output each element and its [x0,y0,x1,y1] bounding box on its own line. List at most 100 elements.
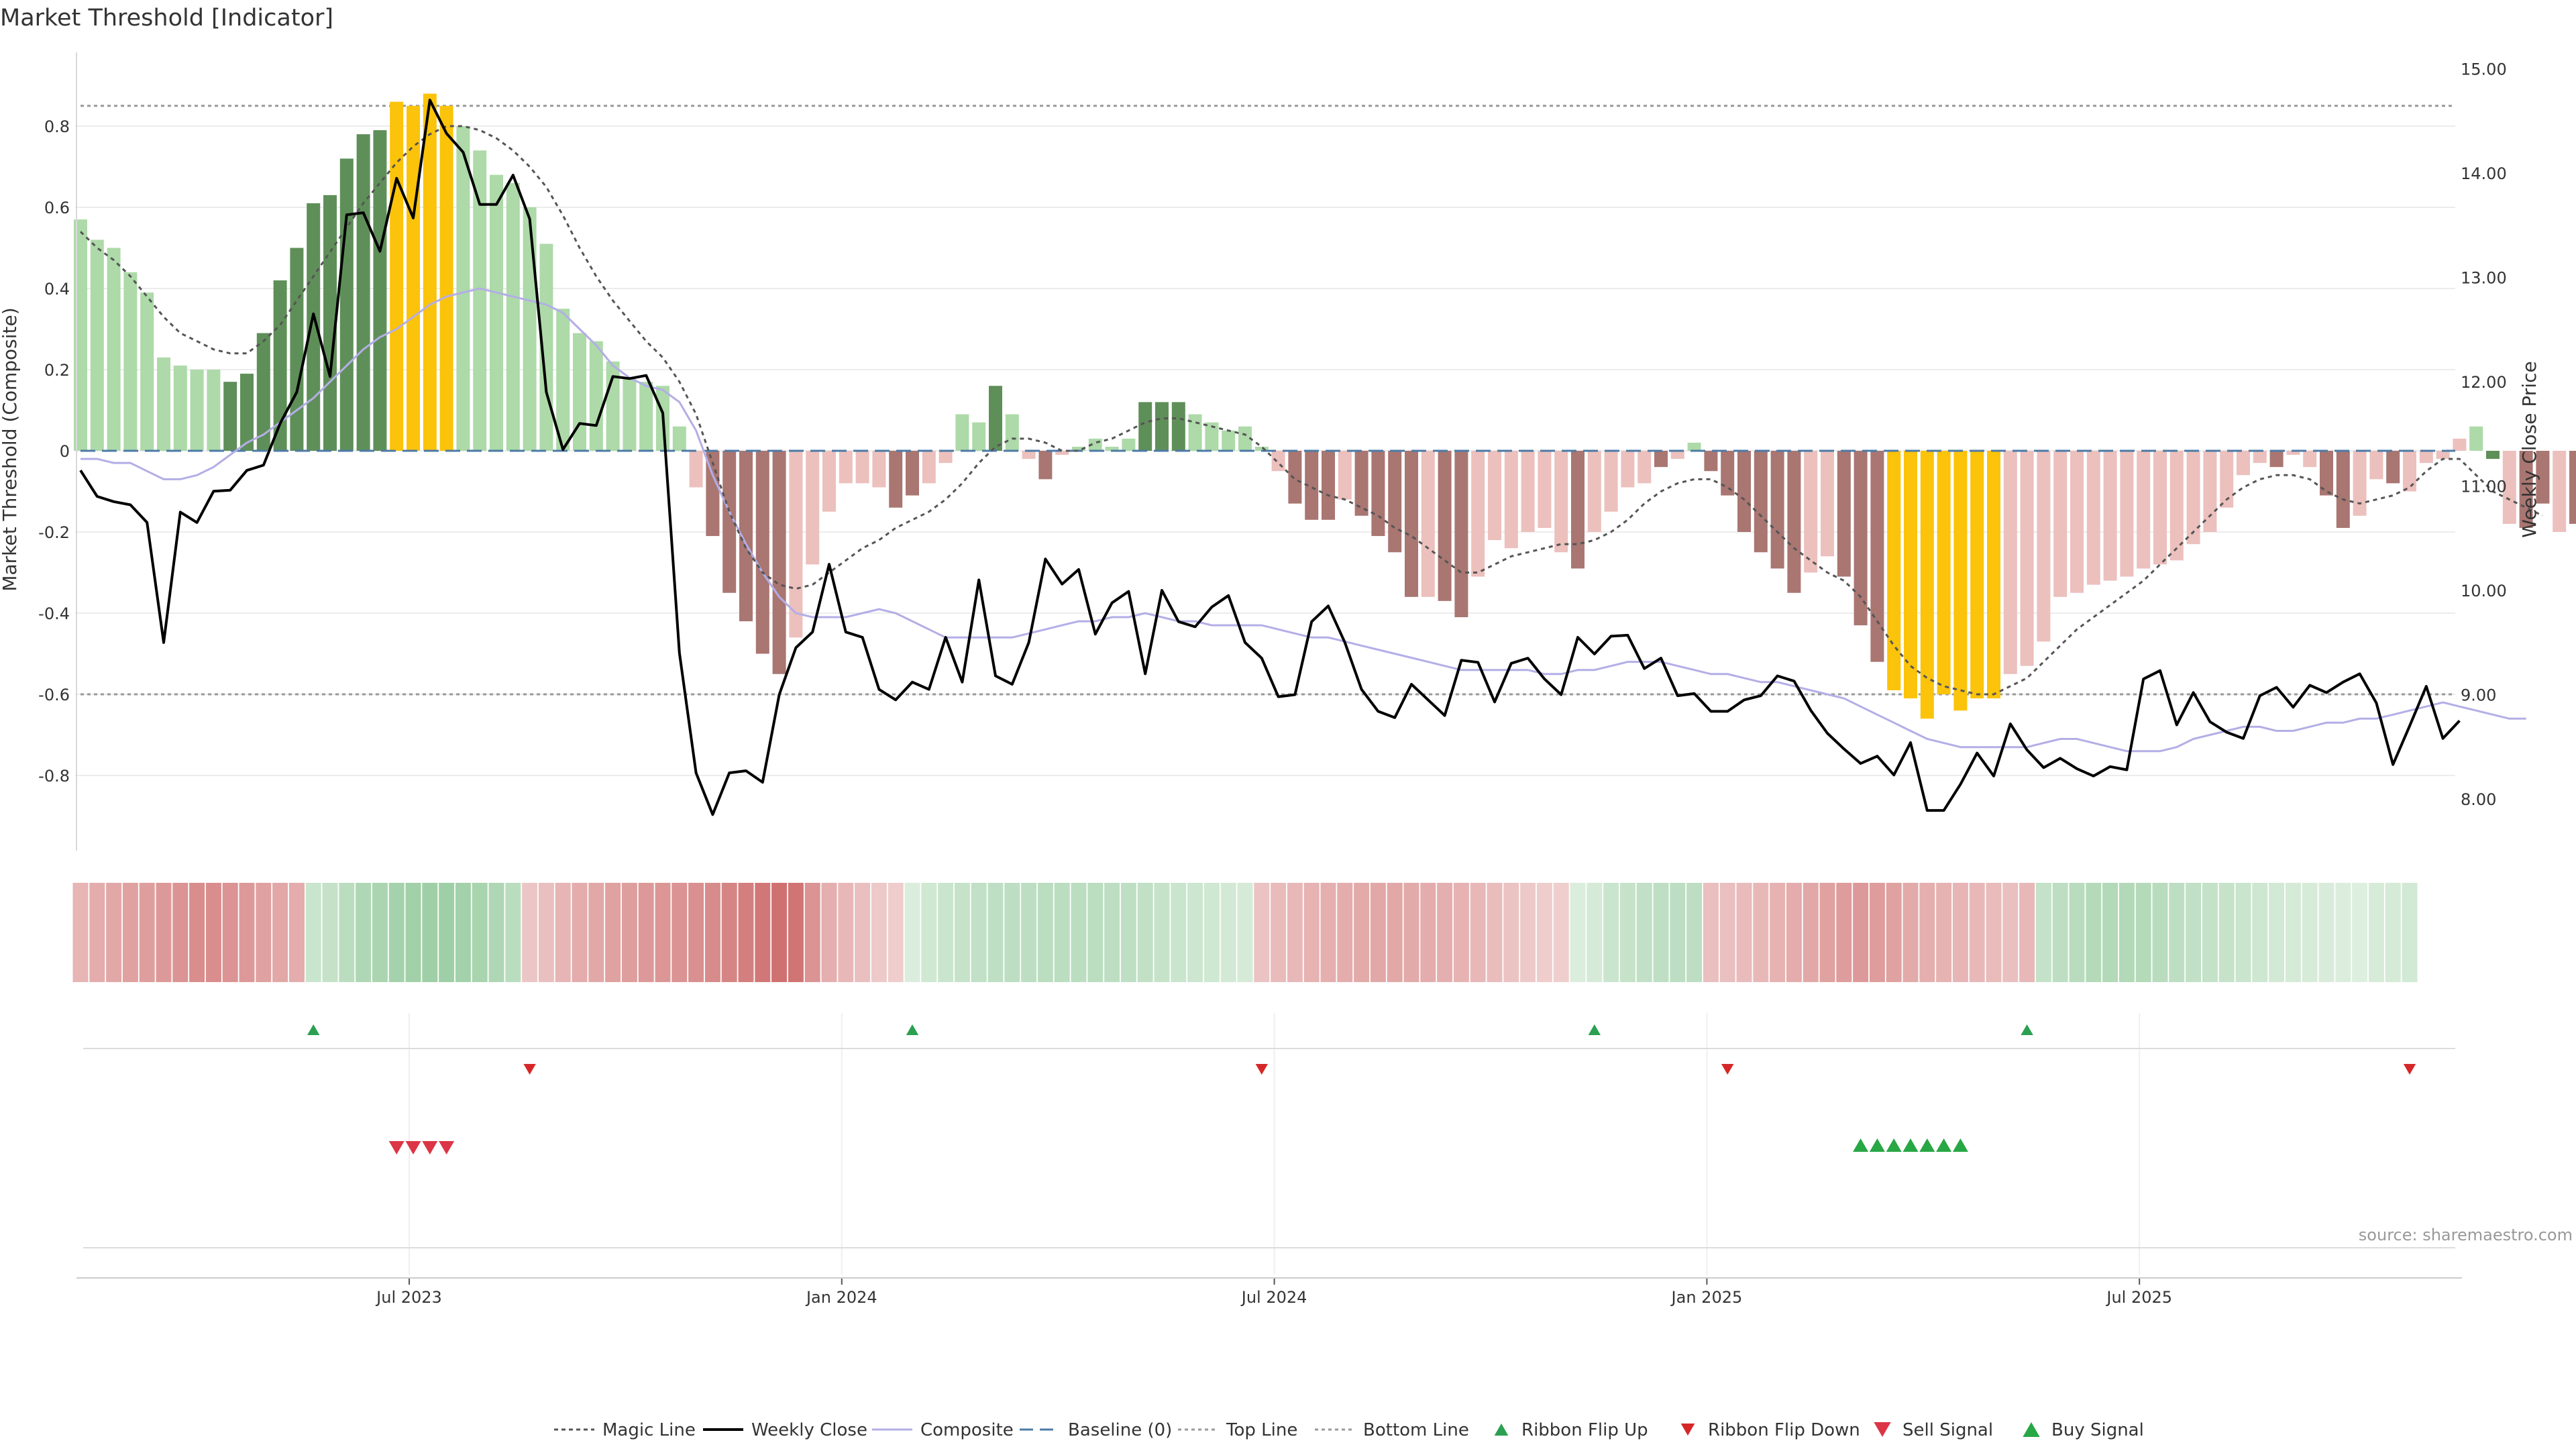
y2-tick-label: 10.00 [2461,582,2507,600]
buy-signal-marker [1869,1138,1885,1152]
composite-bar [1271,451,1285,472]
buy-signal-marker [1902,1138,1919,1152]
composite-bar [589,341,603,451]
x-tick-label: Jul 2023 [375,1288,442,1307]
ribbon-cell [1619,883,1635,982]
series-lines [79,99,2544,816]
ribbon-cell [1303,883,1320,982]
ribbon-cell [688,883,704,982]
ribbon-cell [555,883,571,982]
composite-bar [273,280,287,451]
ribbon-flip-down-marker [1721,1064,1734,1075]
composite-bar [1038,451,1053,480]
ribbon-cell [1420,883,1436,982]
composite-bar [839,451,853,484]
ribbon-cell [1137,883,1153,982]
composite-bar [2003,451,2017,674]
composite-bar [1055,451,1069,455]
composite-bar [755,451,769,654]
composite-bar [1205,422,1219,451]
composite-bar [1288,451,1302,504]
ribbon-cell [1719,883,1735,982]
sell-signal-marker [405,1141,421,1155]
ribbon-cell [322,883,338,982]
legend-label: Top Line [1226,1420,1297,1440]
ribbon-cell [1653,883,1669,982]
legend-triangle-up-icon [1494,1424,1509,1436]
ribbon-cell [2035,883,2051,982]
ribbon-cell [106,883,122,982]
composite-bar [1138,402,1152,451]
ribbon-cell [888,883,904,982]
y2-tick-label: 8.00 [2461,790,2496,809]
ribbon-cell [239,883,255,982]
composite-bar [2453,438,2467,451]
ribbon-cell [305,883,321,982]
ribbon-cell [1237,883,1253,982]
y2-tick-label: 14.00 [2461,164,2507,183]
ribbon-cell [2102,883,2118,982]
ribbon-cell [2402,883,2418,982]
composite-bar [1454,451,1468,618]
ribbon-cell [1104,883,1120,982]
buy-signal-marker [1853,1138,1869,1152]
composite-bar [2286,451,2300,455]
ribbon-cell [1786,883,1802,982]
ribbon-cell [755,883,771,982]
ribbon-cell [655,883,671,982]
composite-bar [1504,451,1518,549]
ribbon-cell [1736,883,1752,982]
composite-bar [722,451,737,593]
y2-tick-label: 11.00 [2461,478,2507,496]
composite-bar [989,386,1002,451]
ribbon-cell [1004,883,1020,982]
composite-bar [623,378,637,451]
composite-bar [1488,451,1501,541]
composite-bar [2469,426,2483,451]
ribbon-cell [871,883,887,982]
ribbon-cell [987,883,1004,982]
composite-bar [573,333,586,451]
composite-bar [556,309,570,451]
ribbon-cell [2252,883,2268,982]
magic-line [79,125,2544,696]
composite-bar [1471,451,1485,577]
composite-bar [1670,451,1684,460]
composite-bar [1587,451,1601,532]
composite-bar [2220,451,2234,508]
ribbon-cell [139,883,155,982]
composite-bar [1222,430,1236,451]
ribbon-flip-down-marker [2403,1064,2416,1075]
composite-bar [822,451,836,512]
ribbon-cell [1587,883,1603,982]
ribbon-cell [189,883,205,982]
composite-bar [2536,451,2550,504]
ribbon-cell [2052,883,2068,982]
ribbon-cell [1220,883,1236,982]
composite-bar [606,361,620,451]
ribbon-cell [1370,883,1386,982]
ribbon-cell [1803,883,1819,982]
composite-bar [356,134,370,451]
composite-bar [1122,438,1136,451]
ribbon-cell [1952,883,1968,982]
composite-bar [1737,451,1751,532]
ribbon-cell [1021,883,1037,982]
composite-bar [1438,451,1452,601]
composite-bar [2086,451,2100,585]
ribbon-cell [1154,883,1170,982]
ribbon-cell [788,883,804,982]
composite-bar [2053,451,2068,597]
ribbon-cell [455,883,471,982]
buy-signal-marker [1886,1138,1902,1152]
y-tick-label: -0.2 [38,523,70,542]
composite-bar [1405,451,1418,597]
composite-bar [1970,451,1984,699]
ribbon-cell [422,883,438,982]
composite-bar [1638,451,1652,484]
composite-bar [2353,451,2367,516]
ribbon-cell [738,883,754,982]
legend-label: Buy Signal [2051,1420,2144,1440]
ribbon-cell [1503,883,1519,982]
composite-bar [2419,451,2433,464]
